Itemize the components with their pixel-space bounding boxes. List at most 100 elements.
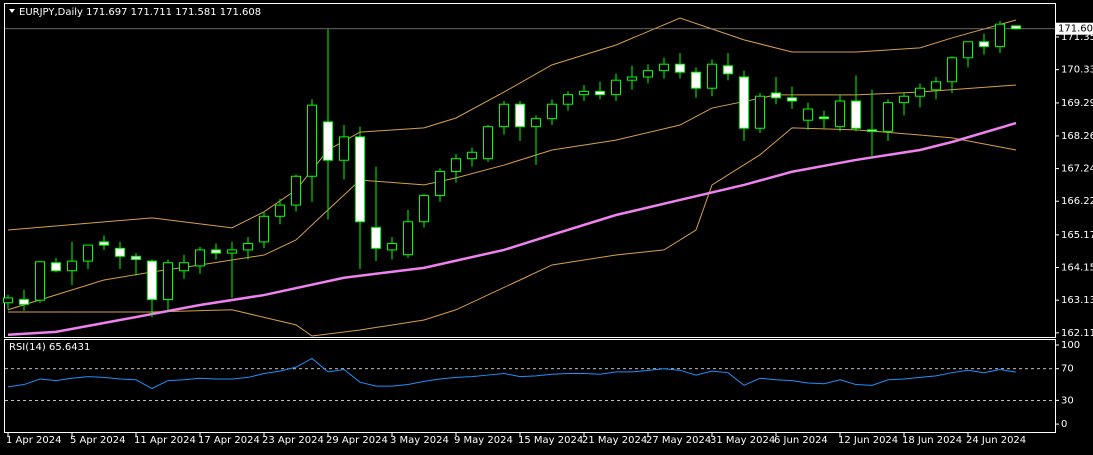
candle-body [515, 103, 525, 128]
x-tick-label: 23 Apr 2024 [262, 435, 324, 446]
candle-body [819, 116, 829, 120]
open: 171.697 [86, 7, 127, 18]
x-tick-label: 15 May 2024 [518, 435, 583, 446]
x-tick-label: 17 Apr 2024 [198, 435, 260, 446]
y-tick-label: 168.260 [1061, 131, 1093, 142]
candle-body [659, 63, 669, 72]
price-pane [4, 3, 1056, 338]
x-tick-label: 11 Apr 2024 [134, 435, 196, 446]
candle-body [83, 244, 93, 262]
candle-body [371, 226, 381, 249]
candle-body [339, 136, 349, 161]
y-tick-label: 170.330 [1061, 65, 1093, 76]
candle-body [307, 104, 317, 177]
candle-body [579, 90, 589, 96]
x-tick-label: 6 Jun 2024 [774, 435, 828, 446]
rsi-line [7, 357, 1017, 390]
rsi-title: RSI(14) [9, 342, 46, 353]
y-tick-label: 164.150 [1061, 263, 1093, 274]
y-tick-label: 30 [1061, 395, 1074, 406]
candle-body [899, 95, 909, 104]
candle-body [115, 247, 125, 257]
candle-body [771, 92, 781, 99]
candle-body [803, 108, 813, 121]
candle-body [211, 249, 221, 254]
y-tick-label: 100 [1061, 340, 1080, 351]
candle-body [787, 97, 797, 102]
candle-body [563, 94, 573, 105]
candle-body [99, 241, 109, 246]
x-tick-label: 18 Jun 2024 [902, 435, 962, 446]
candle-body [627, 76, 637, 81]
y-tick-label: 163.130 [1061, 295, 1093, 306]
candle-body [275, 204, 285, 217]
candle-body [995, 23, 1005, 48]
candle-body [947, 57, 957, 83]
x-tick-label: 27 May 2024 [646, 435, 711, 446]
x-tick-label: 9 May 2024 [454, 435, 513, 446]
overlay-line [7, 121, 1017, 337]
candle-body [35, 261, 45, 301]
y-tick-label: 169.290 [1061, 98, 1093, 109]
high: 171.711 [131, 7, 172, 18]
candle-body [403, 221, 413, 256]
candle-body [867, 129, 877, 132]
x-tick-label: 24 Jun 2024 [966, 435, 1026, 446]
y-tick-label: 70 [1061, 364, 1074, 375]
candle-body [979, 41, 989, 48]
candle-body [883, 102, 893, 132]
pane-icon [9, 9, 15, 13]
candle-body [755, 95, 765, 129]
x-tick-label: 31 May 2024 [710, 435, 775, 446]
candle-body [739, 76, 749, 129]
price-header: EURJPY,Daily 171.697 171.711 171.581 171… [19, 7, 261, 18]
candle-body [963, 41, 973, 59]
y-tick-label: 171.350 [1061, 32, 1093, 43]
close: 171.608 [220, 7, 261, 18]
candle-body [387, 243, 397, 251]
candle-body [355, 136, 365, 223]
candle-body [163, 262, 173, 301]
candle-body [1011, 25, 1021, 30]
x-tick-label: 1 Apr 2024 [6, 435, 61, 446]
candle-body [323, 121, 333, 161]
y-tick-label: 0 [1061, 419, 1067, 430]
candle-body [547, 103, 557, 120]
candle-body [19, 299, 29, 305]
rsi-value: 65.6431 [49, 342, 90, 353]
low: 171.581 [175, 7, 216, 18]
candle-body [467, 151, 477, 160]
candle-body [179, 262, 189, 272]
candle-body [595, 90, 605, 96]
candle-body [931, 81, 941, 91]
symbol: EURJPY,Daily [19, 7, 83, 18]
candle-body [147, 260, 157, 301]
candle-body [643, 70, 653, 78]
candle-body [419, 194, 429, 223]
price-tag-label: 171.608 [1058, 24, 1093, 35]
candle-body [499, 103, 509, 128]
x-tick-label: 12 Jun 2024 [838, 435, 898, 446]
candle-body [723, 65, 733, 75]
price-tag [1055, 22, 1093, 35]
candle-body [227, 249, 237, 254]
y-tick-label: 166.220 [1061, 196, 1093, 207]
rsi-header: RSI(14) 65.6431 [9, 342, 90, 353]
rsi-pane [4, 339, 1056, 433]
candle-body [435, 170, 445, 196]
y-tick-label: 167.240 [1061, 164, 1093, 175]
candle-body [611, 79, 621, 96]
y-tick-label: 165.170 [1061, 230, 1093, 241]
candle-body [67, 260, 77, 272]
candle-body [707, 63, 717, 89]
candle-body [451, 158, 461, 172]
x-tick-label: 5 Apr 2024 [70, 435, 125, 446]
candle-body [291, 175, 301, 206]
candle-body [691, 71, 701, 89]
y-tick-label: 162.110 [1061, 328, 1093, 339]
candle-body [531, 118, 541, 128]
candle-body [3, 297, 13, 304]
